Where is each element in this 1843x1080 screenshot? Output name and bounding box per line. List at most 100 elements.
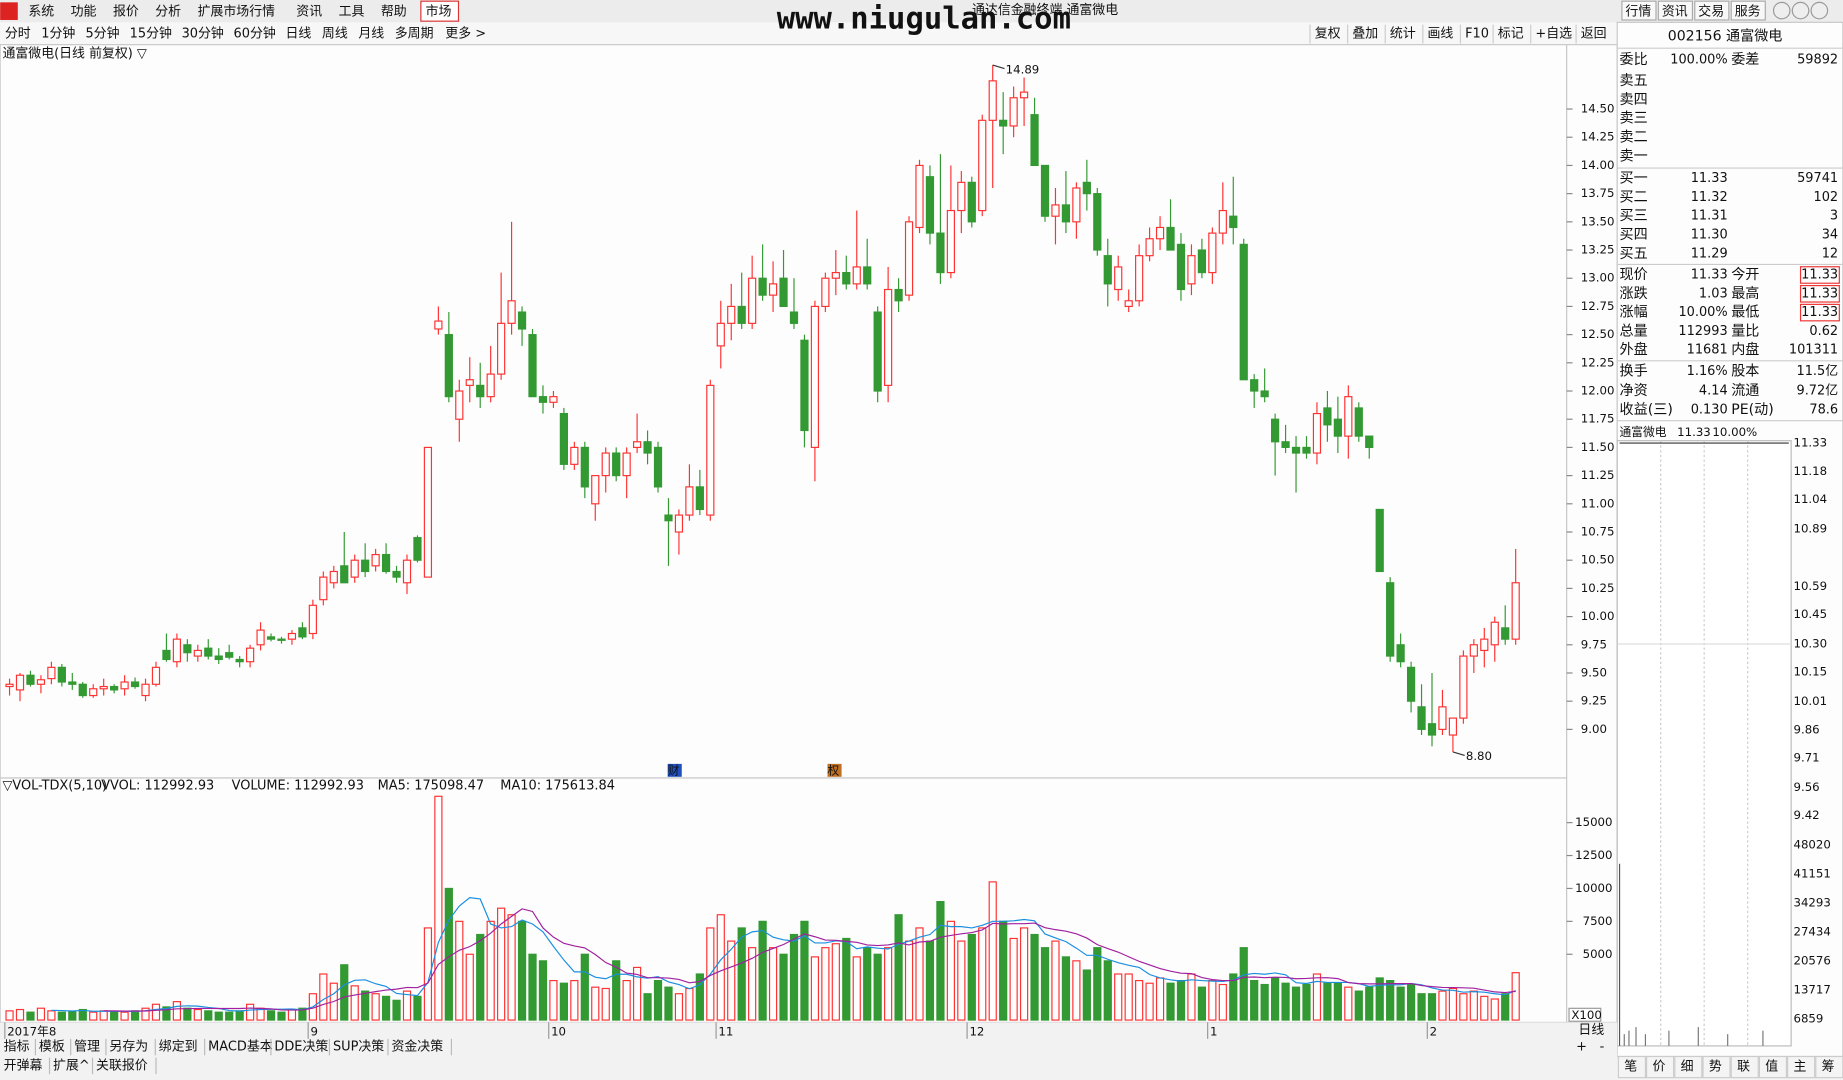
candle-body — [758, 277, 767, 296]
intraday-price-label: 11.33 — [1793, 436, 1827, 450]
volume-bar — [350, 985, 359, 1021]
top-button[interactable] — [1657, 0, 1694, 21]
candle-body — [1061, 204, 1071, 223]
event-marker[interactable] — [667, 763, 682, 777]
tool-button[interactable]: +自选 — [1535, 27, 1572, 42]
bottom-tab[interactable]: 另存为 — [109, 1040, 148, 1055]
menu-item[interactable]: 帮助 — [381, 4, 407, 19]
period-button[interactable]: 月线 — [358, 27, 384, 42]
event-marker-label[interactable]: 财 — [668, 763, 680, 777]
tool-button[interactable]: F10 — [1465, 27, 1489, 42]
candle-body — [266, 636, 276, 640]
period-button[interactable]: 周线 — [322, 27, 348, 42]
tool-button[interactable]: 统计 — [1390, 27, 1416, 42]
chart-title: 通富微电(日线 前复权) ▽ — [3, 46, 147, 62]
side-button[interactable]: 筹 — [1822, 1059, 1835, 1075]
volume-bar — [151, 1003, 161, 1021]
quote-volume: 59741 — [1797, 171, 1838, 186]
top-button-label[interactable]: 行情 — [1625, 4, 1651, 19]
top-button-label[interactable]: 交易 — [1698, 3, 1724, 19]
side-button-bg[interactable] — [1702, 1055, 1731, 1079]
tool-button[interactable]: 复权 — [1315, 26, 1341, 42]
event-marker-label[interactable]: 权 — [827, 763, 839, 777]
window-control[interactable] — [1772, 1, 1791, 20]
period-button[interactable]: 日线 — [285, 27, 311, 42]
bottom-tab[interactable]: 关联报价 — [96, 1058, 148, 1073]
tool-button[interactable]: 叠加 — [1352, 27, 1378, 42]
intraday-price-label: 9.56 — [1793, 780, 1819, 794]
side-button[interactable]: 值 — [1765, 1059, 1778, 1075]
menu-item[interactable]: 扩展市场行情 — [198, 3, 276, 19]
top-button-label[interactable]: 资讯 — [1662, 4, 1688, 19]
window-control[interactable] — [1791, 1, 1810, 20]
top-button[interactable] — [1730, 0, 1766, 21]
side-button[interactable]: 联 — [1737, 1060, 1750, 1075]
period-button[interactable]: 1分钟 — [41, 26, 75, 42]
candle-body — [1490, 621, 1499, 646]
top-button[interactable] — [1694, 0, 1730, 21]
volume-bar — [1427, 993, 1437, 1021]
period-button[interactable]: 30分钟 — [182, 26, 224, 42]
bottom-tab[interactable]: DDE决策 — [274, 1039, 328, 1055]
side-button[interactable]: 势 — [1709, 1059, 1722, 1075]
bottom-tab[interactable]: 模板 — [39, 1040, 65, 1055]
volume-bar — [1438, 990, 1447, 1021]
period-button[interactable]: 多周期 — [395, 27, 434, 42]
volume-bar — [162, 1006, 171, 1021]
menu-item[interactable]: 功能 — [71, 4, 97, 19]
volume-bar — [549, 979, 558, 1021]
quote-label: 流通 — [1731, 383, 1759, 399]
market-tab[interactable] — [420, 0, 460, 22]
bottom-tab[interactable]: 指标 — [4, 1040, 30, 1055]
period-button[interactable]: 15分钟 — [130, 26, 172, 42]
candle-body — [517, 311, 527, 330]
intraday-price-label: 9.42 — [1793, 808, 1819, 822]
top-button[interactable] — [1621, 0, 1657, 21]
bottom-tab[interactable]: 扩展^ — [53, 1058, 90, 1073]
volume-bar — [1459, 993, 1468, 1021]
menu-item[interactable]: 工具 — [339, 4, 365, 19]
top-button-label[interactable]: 服务 — [1735, 3, 1761, 19]
menu-item[interactable]: 报价 — [113, 4, 139, 19]
period-button[interactable]: 5分钟 — [85, 26, 119, 42]
market-tab-label[interactable]: 市场 — [426, 3, 452, 19]
side-button[interactable]: 笔 — [1624, 1059, 1637, 1075]
candle-body — [141, 683, 150, 697]
bottom-tab[interactable]: 管理 — [74, 1040, 100, 1055]
period-button[interactable]: 60分钟 — [234, 26, 276, 42]
side-button-bg[interactable] — [1646, 1055, 1675, 1079]
bottom-tab[interactable]: 绑定到 — [159, 1040, 198, 1055]
candle-body — [1208, 232, 1217, 274]
side-button[interactable]: 价 — [1652, 1060, 1665, 1075]
menu-item[interactable]: 资讯 — [296, 4, 322, 19]
tool-button[interactable]: 画线 — [1428, 27, 1454, 42]
bottom-tab[interactable]: 资金决策 — [391, 1039, 443, 1055]
bottom-tab[interactable]: MACD基本 — [208, 1040, 273, 1055]
period-button[interactable]: 更多 > — [445, 27, 486, 42]
menu-item[interactable]: 系统 — [28, 4, 54, 19]
side-button[interactable]: 细 — [1681, 1060, 1694, 1075]
volume-bar — [664, 986, 673, 1021]
window-control[interactable] — [1810, 1, 1829, 20]
quote-value: 11.31 — [1691, 209, 1728, 224]
volume-bar — [1490, 998, 1499, 1021]
side-button-bg[interactable] — [1674, 1055, 1703, 1079]
side-button[interactable]: 主 — [1793, 1060, 1806, 1075]
volume-bar — [1187, 973, 1196, 1021]
zoom-button[interactable]: - — [1600, 1040, 1605, 1055]
zoom-button[interactable]: + — [1576, 1040, 1587, 1055]
side-button-bg[interactable] — [1730, 1055, 1759, 1079]
event-marker[interactable] — [827, 763, 842, 777]
candle-body — [1417, 706, 1426, 730]
bottom-tab[interactable]: SUP决策 — [333, 1039, 384, 1055]
side-button-bg[interactable] — [1787, 1055, 1816, 1079]
side-button-bg[interactable] — [1758, 1055, 1788, 1079]
tool-button[interactable]: 标记 — [1498, 27, 1524, 42]
bottom-tab[interactable]: 开弹幕 — [4, 1058, 43, 1073]
period-button[interactable]: 分时 — [5, 27, 31, 42]
y-tick-label: 11.75 — [1581, 412, 1615, 426]
side-button-bg[interactable] — [1617, 1055, 1647, 1079]
volume-bar — [434, 795, 443, 1021]
menu-item[interactable]: 分析 — [155, 4, 181, 19]
tool-button[interactable]: 返回 — [1581, 27, 1607, 42]
